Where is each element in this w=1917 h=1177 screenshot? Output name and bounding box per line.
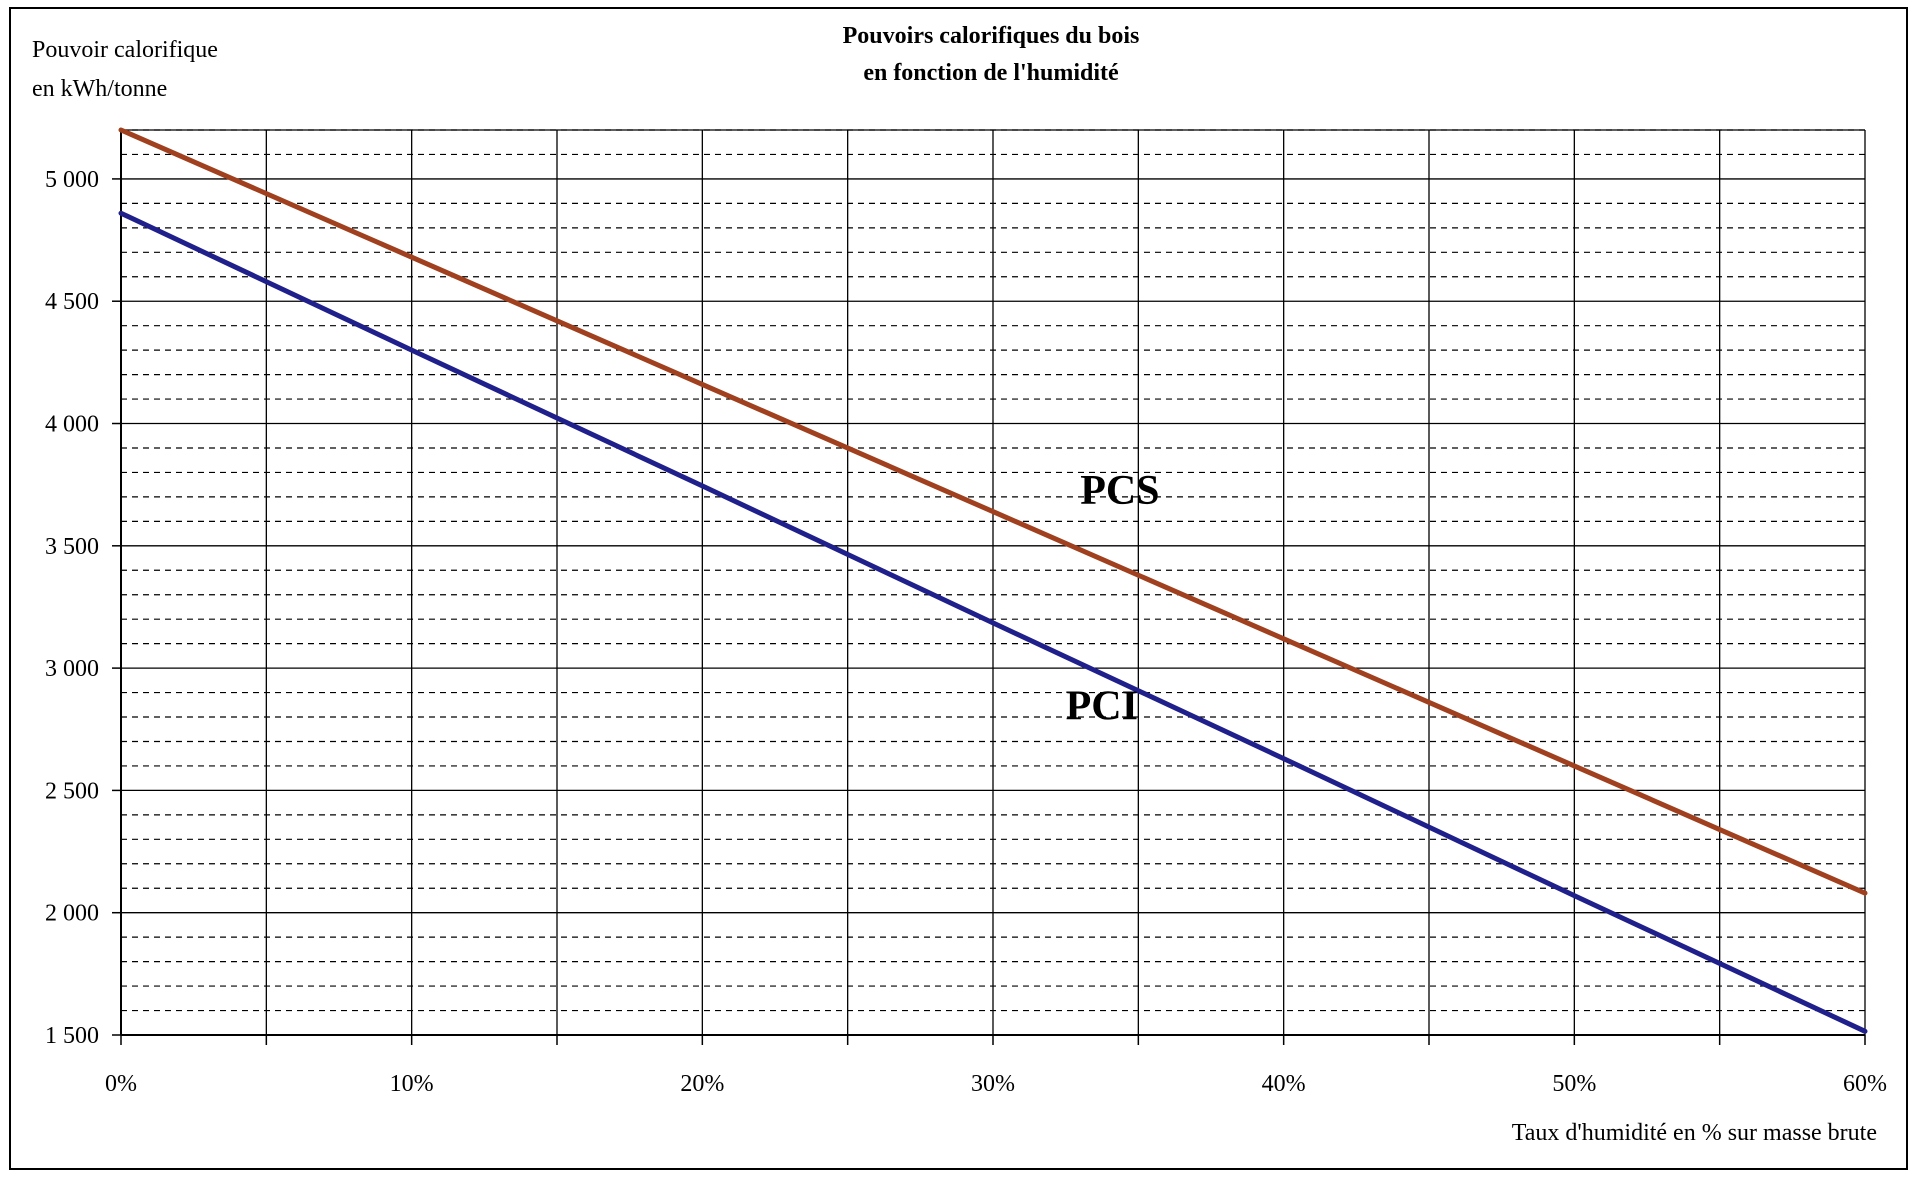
y-tick-label: 2 500	[45, 778, 99, 804]
series-label-pci: PCI	[1066, 683, 1138, 729]
y-axis-title-line-2: en kWh/tonne	[32, 76, 167, 102]
series-line-pci	[118, 210, 1868, 1034]
y-tick-label: 3 500	[45, 534, 99, 560]
series-line-pcs	[118, 127, 1868, 896]
x-tick-label: 50%	[1552, 1071, 1596, 1097]
x-tick-label: 60%	[1843, 1071, 1887, 1097]
chart-title-line-1: Pouvoirs calorifiques du bois	[843, 23, 1140, 49]
y-tick-label: 1 500	[45, 1023, 99, 1049]
y-tick-label: 5 000	[45, 167, 99, 193]
series-label-pcs: PCS	[1080, 468, 1159, 514]
outer-border	[9, 7, 1908, 1170]
x-tick-label: 30%	[971, 1071, 1015, 1097]
y-tick-label: 4 000	[45, 412, 99, 438]
x-axis-title: Taux d'humidité en % sur masse brute	[1512, 1120, 1877, 1146]
x-tick-label: 20%	[680, 1071, 724, 1097]
y-tick-label: 4 500	[45, 289, 99, 315]
y-tick-label: 2 000	[45, 901, 99, 927]
y-tick-label: 3 000	[45, 656, 99, 682]
x-tick-label: 0%	[105, 1071, 137, 1097]
y-axis-title-line-1: Pouvoir calorifique	[32, 37, 218, 63]
x-tick-label: 10%	[390, 1071, 434, 1097]
x-tick-label: 40%	[1262, 1071, 1306, 1097]
plot-area: 1 500 2 000 2 500 3 000 3 500 4 000 4 500 5 000…	[45, 127, 1887, 1097]
chart-title-line-2: en fonction de l'humidité	[863, 60, 1119, 86]
